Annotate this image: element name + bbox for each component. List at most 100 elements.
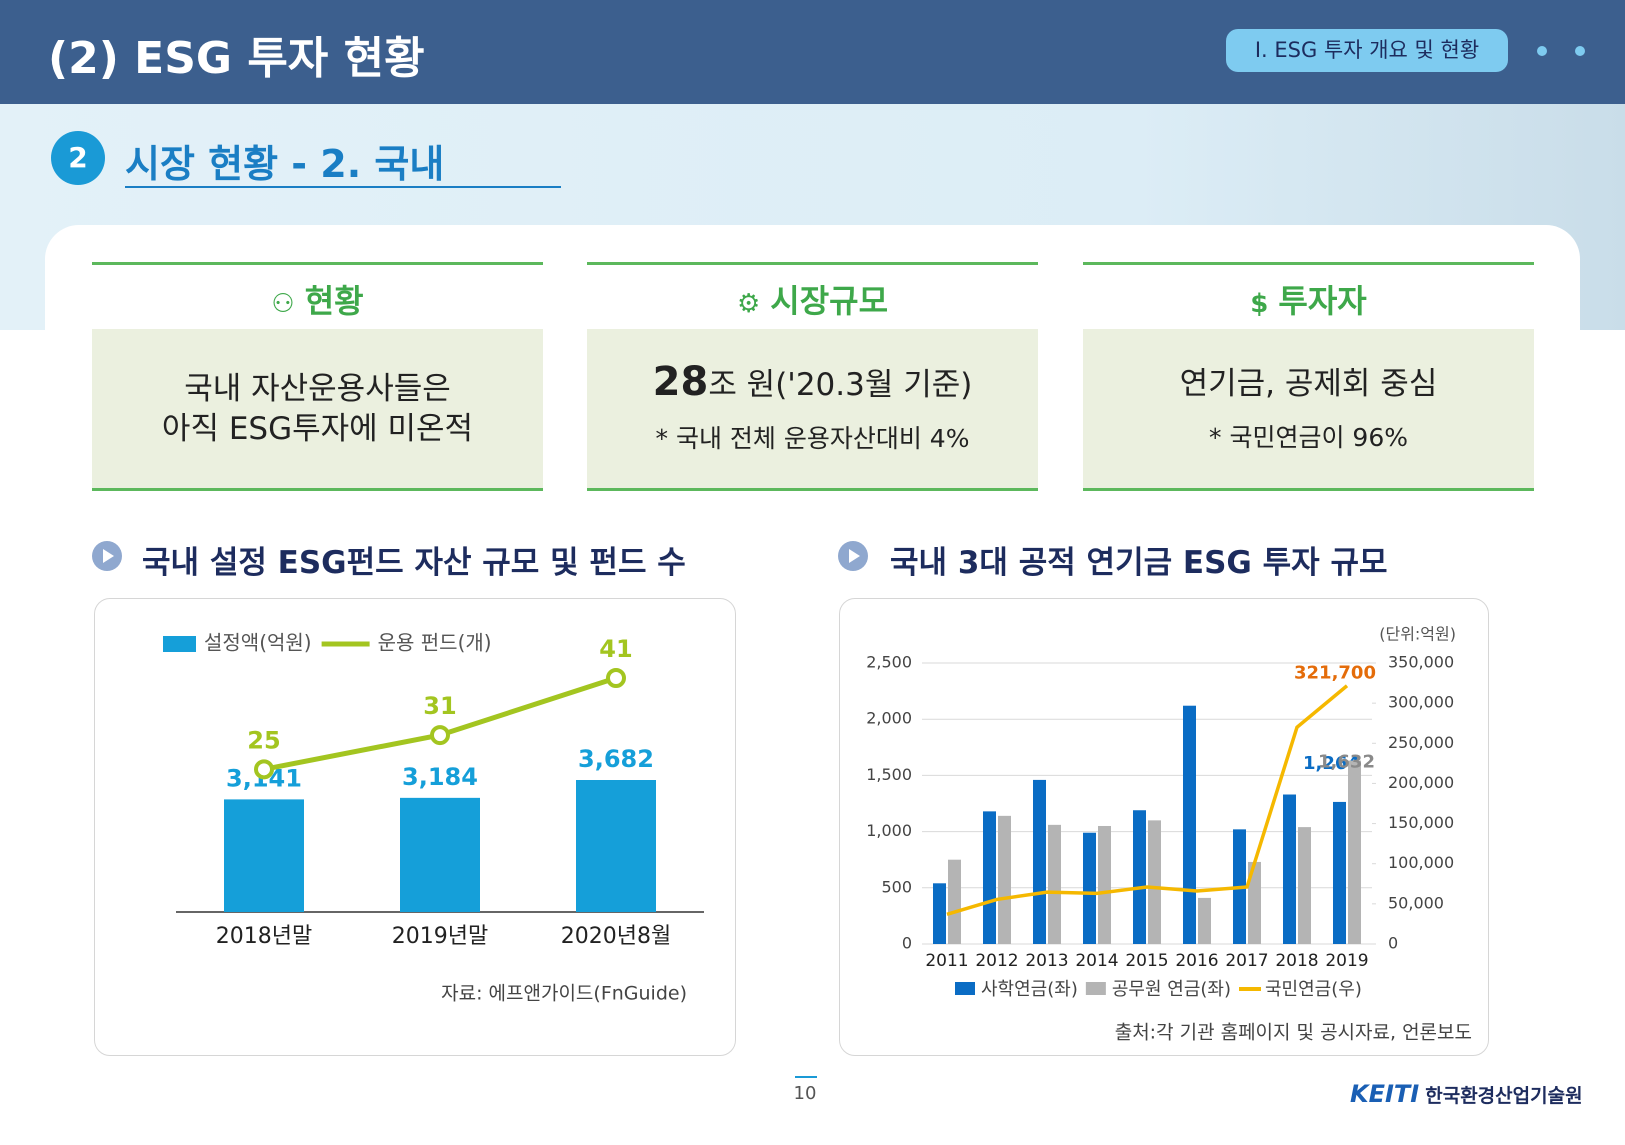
- bar: [1298, 827, 1311, 944]
- chapter-badge: I. ESG 투자 개요 및 현황: [1226, 29, 1508, 72]
- card-title-text: 시장규모: [770, 282, 889, 320]
- bar: [1133, 810, 1146, 944]
- x-tick-label: 2020년8월: [561, 924, 671, 949]
- legend-swatch: [955, 982, 975, 995]
- bar: [1333, 801, 1346, 944]
- card-line: 28조 원('20.3월 기준): [653, 362, 973, 405]
- line-point: [430, 725, 450, 746]
- chart-title: 국내 3대 공적 연기금 ESG 투자 규모: [890, 545, 1388, 581]
- x-tick-label: 2018: [1275, 951, 1318, 971]
- line-point: [254, 759, 274, 780]
- card-title: ⚙ 시장규모: [587, 276, 1038, 322]
- card-title-text: 현황: [304, 282, 364, 320]
- card-line: 국내 자산운용사들은: [184, 370, 451, 407]
- legend-label: 사학연금(좌): [981, 979, 1078, 1000]
- legend-swatch: [163, 636, 196, 652]
- card-figure: 28: [652, 359, 709, 405]
- card-title-text: 투자자: [1278, 282, 1367, 320]
- unit-label: (단위:억원): [1379, 625, 1456, 644]
- legend-label: 공무원 연금(좌): [1112, 979, 1231, 1000]
- logo-text: 한국환경산업기술원: [1425, 1085, 1583, 1107]
- bar: [1048, 824, 1061, 944]
- y-tick-label: 1,500: [866, 765, 912, 784]
- data-label: 321,700: [1294, 663, 1376, 684]
- card-icon: $: [1250, 289, 1269, 319]
- heading-icon: [838, 541, 868, 571]
- y-tick-label: 500: [881, 877, 912, 896]
- logo-mark: KEITI: [1350, 1080, 1420, 1108]
- y2-tick-label: 350,000: [1388, 653, 1454, 672]
- y2-tick-label: 100,000: [1388, 853, 1454, 872]
- bar: [998, 815, 1011, 944]
- y2-tick-label: 200,000: [1388, 773, 1454, 792]
- line: [946, 684, 1349, 916]
- card-line: 아직 ESG투자에 미온적: [161, 410, 474, 447]
- legend-swatch: [1085, 982, 1106, 995]
- card-title: $ 투자자: [1083, 276, 1534, 322]
- page-number: 10: [793, 1083, 817, 1104]
- page-rule: [795, 1076, 817, 1078]
- data-label: 1,264: [1303, 753, 1360, 774]
- logo: KEITI 한국환경산업기술원: [1350, 1080, 1583, 1108]
- y2-tick-label: 150,000: [1388, 813, 1454, 832]
- section-title: 시장 현황 - 2. 국내: [125, 142, 445, 186]
- section-number: 2: [51, 131, 105, 185]
- bar: [933, 883, 946, 944]
- bar: [1083, 832, 1096, 944]
- bar: [948, 859, 961, 944]
- data-label: 31: [423, 692, 456, 720]
- x-tick-label: 2011: [925, 951, 968, 971]
- x-tick-label: 2017: [1225, 951, 1268, 971]
- section-underline: [125, 186, 561, 188]
- data-label: 41: [599, 635, 632, 663]
- y-tick-label: 2,500: [866, 653, 912, 672]
- legend-label: 설정액(억원): [204, 631, 312, 655]
- card-title: ⚇ 현황: [92, 276, 543, 322]
- bar: [576, 780, 656, 912]
- card-rule: [1083, 262, 1534, 265]
- y2-tick-label: 50,000: [1388, 893, 1444, 912]
- bar: [1148, 820, 1161, 944]
- card-rule: [587, 262, 1038, 265]
- dot: [1537, 46, 1547, 56]
- source-note: 출처:각 기관 홈페이지 및 공시자료, 언론보도: [1115, 1022, 1472, 1044]
- card-body: 연기금, 공제회 중심 * 국민연금이 96%: [1083, 329, 1534, 491]
- x-tick-label: 2018년말: [216, 924, 312, 949]
- data-label: 25: [247, 726, 280, 754]
- bar: [1283, 794, 1296, 944]
- x-tick-label: 2012: [975, 951, 1018, 971]
- heading-icon: [92, 541, 122, 571]
- card-icon: ⚇: [271, 289, 295, 319]
- card-figure-unit: 조 원('20.3월 기준): [708, 367, 973, 403]
- bar: [983, 811, 996, 944]
- x-tick-label: 2019년말: [392, 924, 488, 949]
- card-rule: [92, 262, 543, 265]
- bar: [1033, 779, 1046, 944]
- y-tick-label: 0: [902, 934, 912, 953]
- x-tick-label: 2015: [1125, 951, 1168, 971]
- source-note: 자료: 에프앤가이드(FnGuide): [441, 983, 687, 1005]
- line-point: [606, 668, 626, 688]
- chart-title: 국내 설정 ESG펀드 자산 규모 및 펀드 수: [142, 545, 686, 581]
- y2-tick-label: 0: [1388, 934, 1398, 953]
- bar: [1348, 760, 1361, 944]
- card-icon: ⚙: [736, 289, 761, 319]
- legend-label: 국민연금(우): [1265, 979, 1362, 1000]
- dot: [1575, 46, 1585, 56]
- data-label: 1,632: [1318, 752, 1375, 773]
- card-note: * 국민연금이 96%: [1209, 422, 1408, 452]
- data-label: 3,184: [402, 763, 478, 791]
- x-tick-label: 2013: [1025, 951, 1068, 971]
- bar: [400, 797, 480, 912]
- x-tick-label: 2016: [1175, 951, 1218, 971]
- y-tick-label: 1,000: [866, 821, 912, 840]
- card-body: 28조 원('20.3월 기준) * 국내 전체 운용자산대비 4%: [587, 329, 1038, 491]
- page-title: (2) ESG 투자 현황: [48, 33, 425, 84]
- bar: [1183, 705, 1196, 944]
- data-label: 3,682: [578, 745, 654, 773]
- chart-frame: [839, 598, 1489, 1056]
- bar: [1198, 897, 1211, 944]
- x-tick-label: 2014: [1075, 951, 1118, 971]
